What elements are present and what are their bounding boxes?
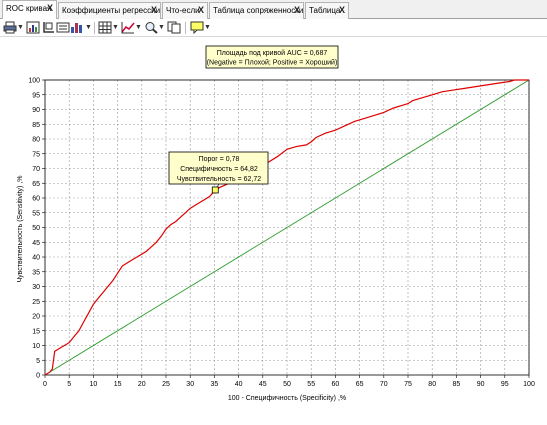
- y-tick-label: 80: [32, 137, 40, 144]
- grid-icon[interactable]: [98, 21, 112, 34]
- y-tick-label: 60: [32, 196, 40, 203]
- print-icon[interactable]: [3, 21, 17, 34]
- zoom-icon[interactable]: [144, 21, 158, 34]
- toolbar-separator: [94, 22, 95, 34]
- tab-1[interactable]: Коэффициенты регрессии X: [58, 2, 161, 19]
- chart-toolbar: ▼ ▼ ▼ ▼ ▼ ▼: [0, 19, 547, 37]
- grid-dropdown-arrow[interactable]: ▼: [112, 24, 119, 31]
- x-tick-label: 10: [90, 381, 98, 388]
- tab-label: ROC кривая: [6, 4, 52, 13]
- x-tick-label: 85: [453, 381, 461, 388]
- x-tick-label: 80: [428, 381, 436, 388]
- x-tick-label: 65: [356, 381, 364, 388]
- chart-grid: [45, 79, 530, 375]
- close-icon[interactable]: X: [46, 3, 53, 13]
- x-tick-label: 60: [332, 381, 340, 388]
- x-tick-label: 100: [523, 381, 535, 388]
- close-icon[interactable]: X: [338, 5, 345, 15]
- x-tick-label: 75: [404, 381, 412, 388]
- y-tick-label: 95: [32, 92, 40, 99]
- tab-0[interactable]: ROC кривая X: [2, 0, 57, 20]
- y-tick-label: 75: [32, 151, 40, 158]
- y-tick-label: 85: [32, 122, 40, 129]
- x-tick-label: 55: [307, 381, 315, 388]
- close-icon[interactable]: X: [150, 5, 157, 15]
- x-tick-label: 90: [477, 381, 485, 388]
- y-tick-label: 65: [32, 181, 40, 188]
- threshold-annotation: Порог = 0,78 Специфичность = 64,82 Чувст…: [168, 151, 269, 185]
- x-tick-label: 5: [67, 381, 71, 388]
- y-tick-label: 15: [32, 328, 40, 335]
- x-tick-label: 30: [186, 381, 194, 388]
- annotation-specificity: Специфичность = 64,82: [180, 166, 258, 173]
- y-tick-label: 40: [32, 255, 40, 262]
- annotation-threshold: Порог = 0,78: [199, 156, 240, 163]
- y-tick-label: 90: [32, 107, 40, 114]
- reference-diagonal-line: [44, 79, 530, 376]
- tab-label: Что-если: [166, 6, 200, 15]
- roc-chart: 0 5 10 15 20 25 30 35 40 45 50 55 60 65 70 75 80 85 90 95 10…: [17, 45, 535, 402]
- annotation-sensitivity: Чувствительность = 62,72: [177, 176, 261, 183]
- y-tick-label: 30: [32, 284, 40, 291]
- y-tick-label: 35: [32, 269, 40, 276]
- x-tick-label: 45: [259, 381, 267, 388]
- chart-axes: 0 5 10 15 20 25 30 35 40 45 50 55 60 65 70 75 80 85 90 95 10…: [28, 78, 535, 389]
- print-dropdown-arrow[interactable]: ▼: [17, 24, 24, 31]
- x-tick-label: 0: [43, 381, 47, 388]
- roc-chart-panel: 0 5 10 15 20 25 30 35 40 45 50 55 60 65 70 75 80 85 90 95 10…: [0, 37, 547, 420]
- y-tick-label: 100: [28, 78, 40, 85]
- tab-label: Коэффициенты регрессии: [62, 6, 161, 15]
- bar-chart-icon[interactable]: [70, 21, 84, 34]
- y-tick-label: 10: [32, 343, 40, 350]
- x-tick-label: 70: [380, 381, 388, 388]
- threshold-point-marker[interactable]: [211, 186, 219, 194]
- chart-data-icon[interactable]: [26, 21, 40, 34]
- tab-3[interactable]: Таблица сопряженности X: [209, 2, 304, 19]
- y-tick-label: 20: [32, 314, 40, 321]
- close-icon[interactable]: X: [293, 5, 300, 15]
- copy-icon[interactable]: [167, 21, 181, 34]
- y-tick-label: 0: [36, 373, 40, 380]
- y-tick-label: 5: [36, 358, 40, 365]
- y-tick-label: 45: [32, 240, 40, 247]
- y-tick-label: 25: [32, 299, 40, 306]
- chart-format-icon[interactable]: [56, 21, 70, 34]
- y-tick-label: 70: [32, 166, 40, 173]
- y-axis-label: Чувствительность (Sensitivity) ,%: [17, 175, 24, 282]
- y-tick-label: 55: [32, 210, 40, 217]
- x-tick-label: 35: [211, 381, 219, 388]
- tab-bar: ROC кривая X Коэффициенты регрессии X Что-ес…: [0, 0, 547, 20]
- x-tick-label: 15: [114, 381, 122, 388]
- x-tick-label: 95: [501, 381, 509, 388]
- x-tick-label: 50: [283, 381, 291, 388]
- toolbar-separator: [185, 22, 186, 34]
- tab-label: Таблица: [309, 6, 341, 15]
- annotation-icon[interactable]: [190, 21, 204, 35]
- x-axis-label: 100 - Специфичность (Specificity) ,%: [228, 395, 346, 402]
- close-icon[interactable]: X: [197, 5, 204, 15]
- y-tick-label: 50: [32, 225, 40, 232]
- x-tick-label: 20: [138, 381, 146, 388]
- line-style-dropdown-arrow[interactable]: ▼: [135, 24, 142, 31]
- tab-2[interactable]: Что-если X: [162, 2, 208, 19]
- chart-title-line-1: Площадь под кривой AUC = 0,687: [217, 49, 328, 57]
- bar-chart-dropdown-arrow[interactable]: ▼: [85, 24, 92, 31]
- tab-4[interactable]: Таблица X: [305, 2, 349, 19]
- chart-layout-icon[interactable]: [42, 21, 56, 34]
- x-tick-label: 40: [235, 381, 243, 388]
- line-style-icon[interactable]: [121, 21, 135, 34]
- x-tick-label: 25: [162, 381, 170, 388]
- annotation-dropdown-arrow[interactable]: ▼: [204, 24, 211, 31]
- tab-label: Таблица сопряженности: [213, 6, 304, 15]
- zoom-dropdown-arrow[interactable]: ▼: [158, 24, 165, 31]
- chart-series: [44, 79, 530, 376]
- chart-title-line-2: (Negative = Плохой; Positive = Хороший): [207, 59, 338, 67]
- chart-title-box: Площадь под кривой AUC = 0,687 (Negative…: [205, 45, 339, 69]
